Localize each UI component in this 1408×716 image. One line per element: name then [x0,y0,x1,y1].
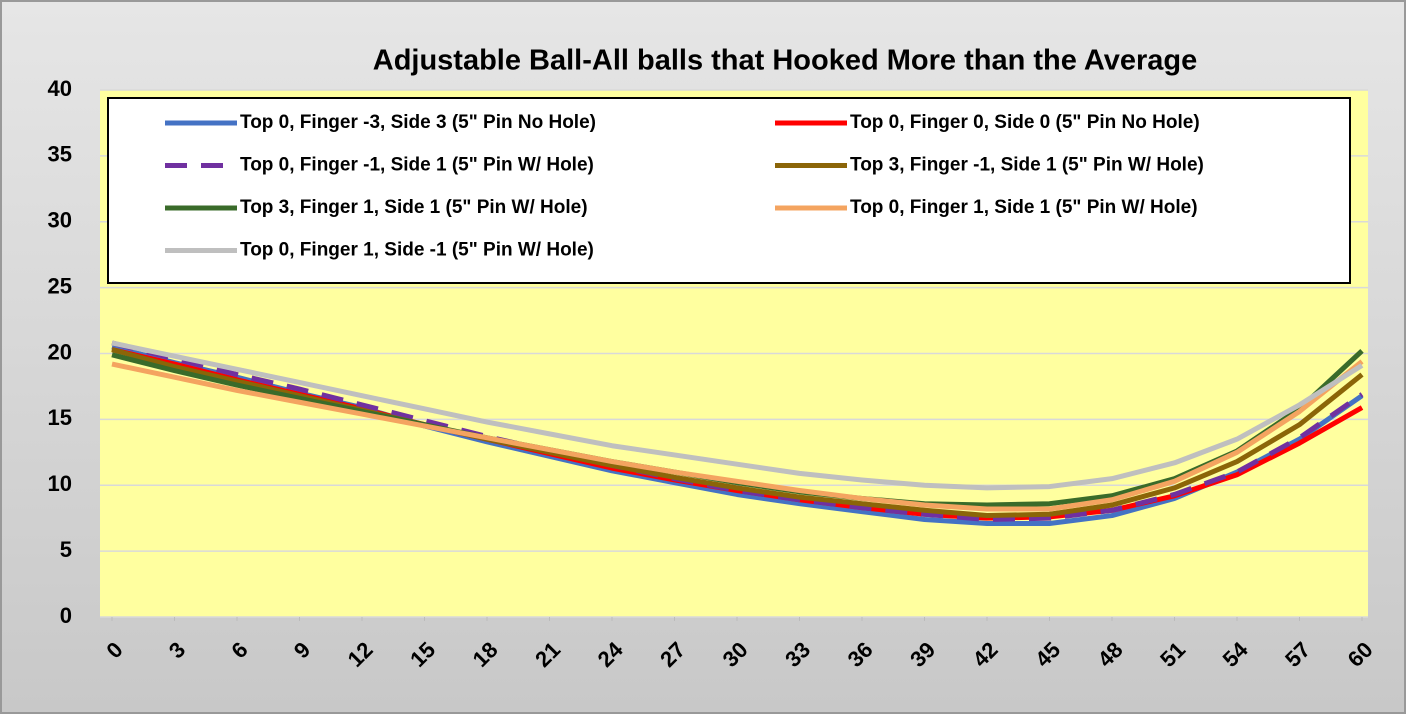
legend-box [107,97,1351,284]
series-line [111,340,1364,491]
y-tick-label: 0 [60,603,72,628]
legend-label: Top 0, Finger 1, Side -1 (5" Pin W/ Hole… [240,240,594,261]
legend-label: Top 0, Finger -1, Side 1 (5" Pin W/ Hole… [240,155,594,176]
chart-title: Adjustable Ball-All balls that Hooked Mo… [373,45,1198,77]
y-tick-label: 5 [60,537,72,562]
series-line [111,359,1364,512]
y-tick-label: 35 [48,142,72,167]
y-tick-label: 25 [48,273,72,298]
y-tick-label: 10 [48,471,72,496]
y-tick-label: 15 [48,405,72,430]
y-tick-label: 40 [48,76,72,101]
y-tick-label: 20 [48,339,72,364]
y-tick-label: 30 [48,208,72,233]
legend-label: Top 0, Finger -3, Side 3 (5" Pin No Hole… [240,112,596,133]
legend-label: Top 3, Finger 1, Side 1 (5" Pin W/ Hole) [240,197,588,218]
legend-label: Top 0, Finger 1, Side 1 (5" Pin W/ Hole) [850,197,1198,218]
legend-label: Top 3, Finger -1, Side 1 (5" Pin W/ Hole… [850,155,1204,176]
legend-label: Top 0, Finger 0, Side 0 (5" Pin No Hole) [850,112,1200,133]
series-line [111,340,1364,523]
